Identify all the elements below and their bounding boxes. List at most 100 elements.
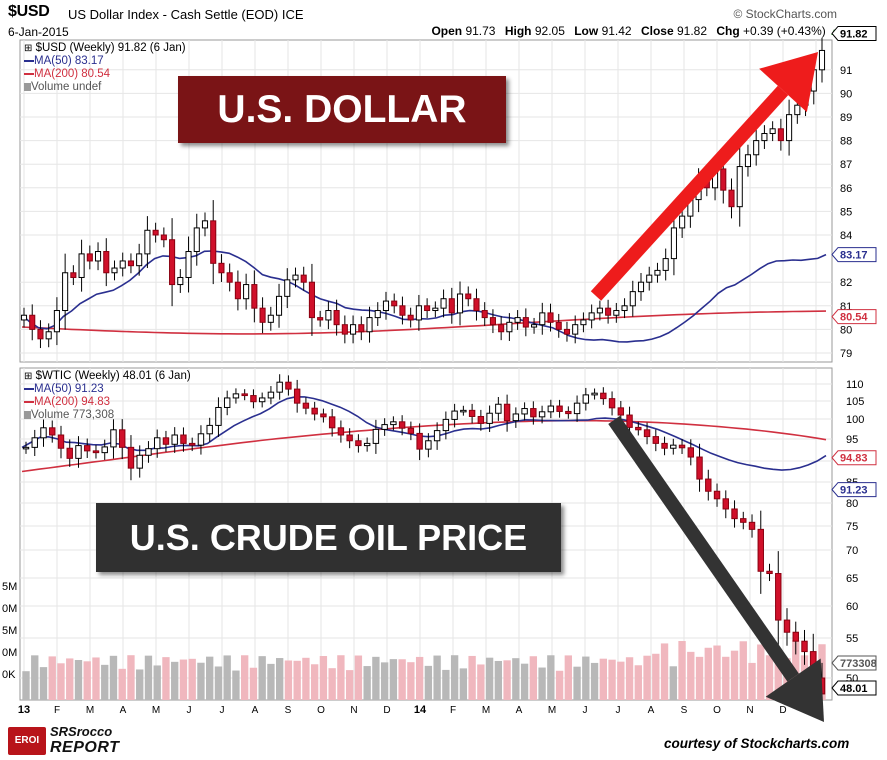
wtic-candle [600,387,607,405]
volume-bar [109,655,118,700]
usd-candle [555,313,562,338]
volume-tick: 0K [2,669,16,681]
wtic-candle [608,391,616,416]
usd-candle [473,288,480,321]
x-tick-label: S [681,705,688,716]
wtic-candle-body [57,434,65,449]
usd-candle-body [193,227,200,253]
usd-y-tick: 79 [840,348,852,360]
volume-bar [415,656,424,700]
logo-text-bottom: REPORT [50,739,120,756]
x-tick-label: N [350,705,357,716]
wtic-candle-body [731,508,738,520]
volume-bar [241,655,249,700]
usd-candle [531,317,538,334]
wtic-candle [293,379,301,413]
wtic-candle-body [390,421,397,426]
volume-bar [22,671,30,700]
moving-averages [21,250,827,473]
wtic-ma200-tag-shape [831,450,877,466]
usd-candle [160,227,167,248]
volume-bar [354,655,363,700]
usd-candle-body [243,284,250,300]
wtic-candle [416,423,423,461]
usd-candle-body [407,314,414,321]
usd-ma200-tag-text: 80.54 [840,312,868,324]
wtic-candle-body [565,410,572,415]
usd-candle-body [613,310,620,316]
usd-candle-body [563,328,571,335]
wtic-candle-body [398,421,406,429]
usd-candle [753,129,760,166]
wtic-candle-body [250,395,257,403]
volume-bar [485,657,494,700]
volume-bar [206,656,214,700]
wtic-candle-body [40,427,47,439]
usd-candle [350,315,357,344]
usd-last-tag-text: 91.82 [840,28,868,40]
wtic-candle [783,608,791,646]
courtesy-credit: courtesy of Stockcharts.com [664,736,850,751]
volume-bar [275,658,284,700]
wtic-candle-body [503,403,511,422]
volume-swatch [24,82,31,91]
usd-candle-body [818,49,826,71]
usd-candle [111,260,118,281]
usd-candle-body [111,267,118,274]
volume-bar [83,661,91,700]
usd-candle [210,200,217,285]
volume-bar [687,651,695,700]
wtic-candle-body [311,407,318,415]
wtic-candle [503,394,511,432]
wtic-last-tag-shape [831,680,877,696]
wtic-ma200-tag: 94.83 [831,450,877,466]
wtic-ma200-tag-text: 94.83 [840,453,868,465]
wtic-candle [495,397,502,421]
wtic-candle-body [722,498,729,510]
volume-bar [319,656,328,700]
usd-candle [317,310,324,327]
wtic-candle [363,437,371,452]
usd-candle-body [20,314,28,321]
volume-bar [197,662,205,700]
wtic-candle-body [713,490,721,500]
wtic-candle-body [145,448,152,456]
usd-candle-body [391,300,398,307]
volume-bar [459,668,468,700]
usd-candle-body [37,328,44,340]
wtic-legend-title: $WTIC (Weekly) 48.01 (6 Jan) [35,370,191,382]
wtic-candle [722,490,729,519]
ma50-swatch [24,387,34,390]
wtic-candle [766,563,773,582]
usd-candle-body [94,251,102,262]
volume-bar [704,647,712,700]
volume-bar [774,649,782,700]
wtic-candle-body [626,414,633,428]
x-tick-label: A [120,705,127,716]
wtic-candle [22,441,30,454]
wtic-candle [713,483,721,507]
usd-candle-body [144,229,151,255]
usd-candle [588,304,595,329]
wtic-candle-body [521,408,528,415]
wtic-candle [49,420,56,443]
wtic-candle [232,388,240,404]
usd-legend-title: $USD (Weekly) 91.82 (6 Jan) [35,42,186,54]
usd-candle [152,222,159,243]
volume-swatch [24,410,31,419]
wtic-candle-body [119,429,126,448]
usd-candle-body [794,104,801,116]
wtic-candle-body [223,397,231,408]
volume-bar [363,666,371,700]
usd-candle-body [86,253,93,262]
volume-bar [652,653,660,700]
usd-candle-body [736,166,743,208]
usd-candle-body [333,310,340,326]
wtic-candle [538,405,546,424]
wtic-candle-body [573,402,581,415]
wtic-candle-body [652,436,660,444]
ohlc-readout: Open 91.73 High 92.05 Low 91.42 Close 91… [425,24,839,38]
usd-candle-body [70,272,77,278]
usd-candle [218,254,225,282]
source-credit[interactable]: © StockCharts.com [733,7,837,21]
